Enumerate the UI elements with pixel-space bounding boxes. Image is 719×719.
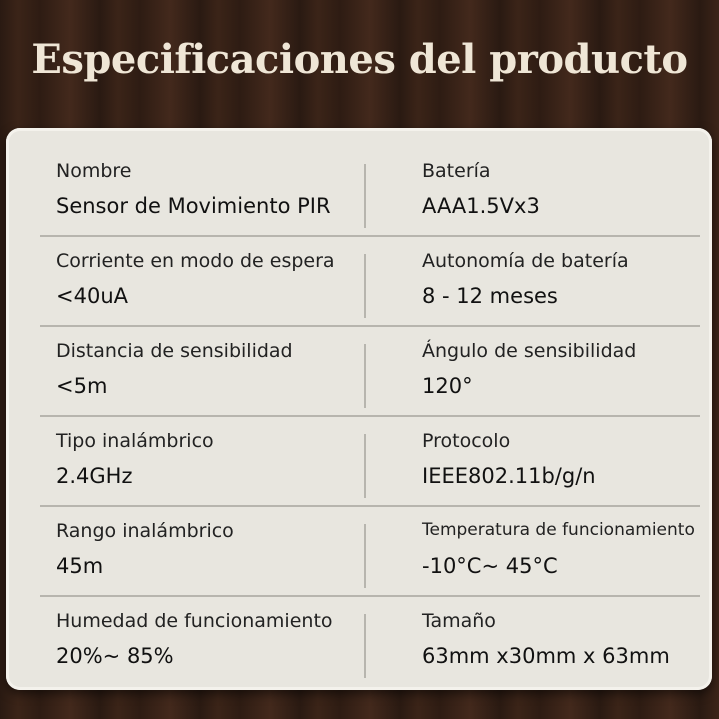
spec-row: Rango inalámbrico 45m Temperatura de fun… (40, 506, 700, 597)
spec-value: 45m (56, 554, 104, 578)
column-divider (364, 434, 366, 498)
spec-label: Humedad de funcionamiento (56, 610, 333, 632)
spec-label: Temperatura de funcionamiento (422, 520, 695, 540)
spec-value: <40uA (56, 284, 128, 308)
spec-value: 63mm x30mm x 63mm (422, 644, 670, 668)
spec-label: Nombre (56, 160, 132, 182)
spec-row: Distancia de sensibilidad <5m Ángulo de … (40, 326, 700, 417)
spec-row: Corriente en modo de espera <40uA Autono… (40, 236, 700, 327)
spec-label: Autonomía de batería (422, 250, 629, 272)
spec-label: Tipo inalámbrico (56, 430, 214, 452)
spec-row: Nombre Sensor de Movimiento PIR Batería … (40, 146, 700, 237)
spec-value: AAA1.5Vx3 (422, 194, 540, 218)
column-divider (364, 614, 366, 678)
column-divider (364, 254, 366, 318)
spec-table: Nombre Sensor de Movimiento PIR Batería … (6, 128, 712, 690)
spec-label: Distancia de sensibilidad (56, 340, 293, 362)
spec-label: Protocolo (422, 430, 511, 452)
spec-value: -10°C~ 45°C (422, 554, 558, 578)
spec-value: 2.4GHz (56, 464, 133, 488)
spec-label: Corriente en modo de espera (56, 250, 335, 272)
spec-label: Tamaño (422, 610, 496, 632)
spec-label: Rango inalámbrico (56, 520, 234, 542)
column-divider (364, 164, 366, 228)
column-divider (364, 524, 366, 588)
spec-value: Sensor de Movimiento PIR (56, 194, 331, 218)
spec-value: <5m (56, 374, 108, 398)
spec-value: IEEE802.11b/g/n (422, 464, 596, 488)
spec-value: 8 - 12 meses (422, 284, 558, 308)
spec-row: Humedad de funcionamiento 20%~ 85% Tamañ… (40, 596, 700, 685)
spec-label: Ángulo de sensibilidad (422, 340, 637, 362)
spec-value: 20%~ 85% (56, 644, 174, 668)
spec-value: 120° (422, 374, 473, 398)
page-title: Especificaciones del producto (31, 36, 688, 83)
spec-row: Tipo inalámbrico 2.4GHz Protocolo IEEE80… (40, 416, 700, 507)
spec-label: Batería (422, 160, 491, 182)
column-divider (364, 344, 366, 408)
